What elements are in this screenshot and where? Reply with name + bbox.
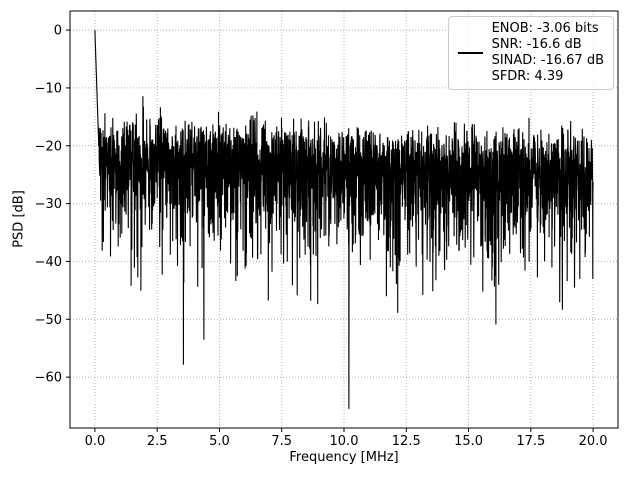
y-tick-label: −60 [35,371,62,386]
legend-entries: ENOB: -3.06 bits SNR: -16.6 dB SINAD: -1… [492,21,604,85]
x-tick-label: 12.5 [392,434,421,449]
x-tick-label: 0.0 [85,434,106,449]
x-tick-label: 15.0 [454,434,483,449]
x-tick-label: 7.5 [271,434,292,449]
legend-entry-sinad: SINAD: -16.67 dB [491,53,604,68]
x-tick-label: 5.0 [209,434,230,449]
y-tick-label: −30 [35,197,62,212]
legend-entry-sfdr: SFDR: 4.39 [491,69,564,84]
x-axis-label: Frequency [MHz] [289,450,399,465]
y-tick-label: 0 [54,24,62,39]
y-axis-label: PSD [dB] [11,190,27,248]
x-tick-label: 2.5 [147,434,168,449]
y-tick-label: −20 [35,139,62,154]
x-tick-label: 17.5 [516,434,545,449]
psd-series-line [94,30,594,409]
legend-box: ENOB: -3.06 bits SNR: -16.6 dB SINAD: -1… [447,16,614,90]
x-tick-label: 10.0 [330,434,359,449]
legend-entry-snr: SNR: -16.6 dB [491,37,582,52]
legend-line-sample-icon [457,52,483,54]
legend-entry-enob: ENOB: -3.06 bits [491,21,599,36]
x-tick-label: 20.0 [579,434,608,449]
axes-spines [69,10,619,429]
y-tick-label: −40 [35,255,62,270]
y-tick-label: −50 [35,313,62,328]
y-tick-label: −10 [35,81,62,96]
